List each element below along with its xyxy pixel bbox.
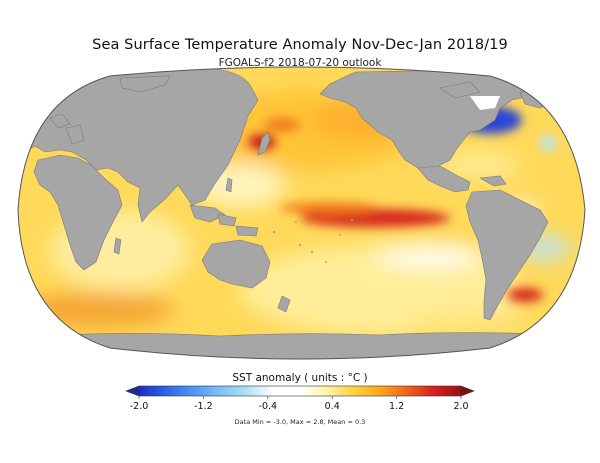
globe-outline (17, 66, 586, 360)
colorbar (125, 385, 475, 399)
colorbar-max-arrow (460, 385, 475, 397)
africa-land (33, 154, 123, 271)
ocean-field (18, 67, 585, 359)
colorbar-tick-label: -1.2 (194, 401, 213, 412)
map-title: Sea Surface Temperature Anomaly Nov-Dec-… (92, 37, 508, 53)
data-stats: Data Min = -3.0, Max = 2.8, Mean = 0.3 (234, 418, 366, 426)
eurasia-land (18, 67, 259, 223)
colorbar-tick-marks (138, 396, 462, 399)
south-america-land (465, 189, 549, 321)
colorbar-tick-label: 0.4 (324, 401, 340, 412)
pacific-islands (272, 219, 353, 263)
land-masses (18, 67, 585, 359)
colorbar-bar (138, 385, 462, 397)
colorbar-min-arrow (125, 385, 140, 397)
colorbar-tick-label: -0.4 (258, 401, 278, 412)
colorbar-tick-label: 2.0 (453, 401, 469, 412)
map-subtitle: FGOALS-f2 2018-07-20 outlook (218, 57, 382, 69)
colorbar-tick-label: 1.2 (389, 401, 405, 412)
australia-land (201, 239, 271, 289)
colorbar-title: SST anomaly ( units : °C ) (232, 372, 368, 384)
colorbar-tick-label: -2.0 (129, 401, 149, 412)
